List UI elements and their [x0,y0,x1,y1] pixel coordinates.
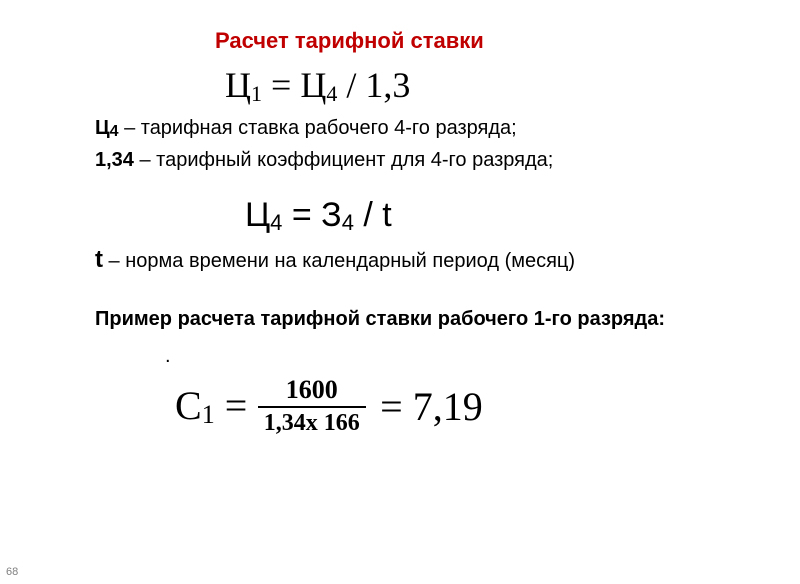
formula-1-lhs-sub: 1 [251,81,262,106]
definition-c4-text: – тарифная ставка рабочего 4-го разряда; [119,117,517,139]
page-number: 68 [6,566,18,578]
formula-1-tail: / 1,3 [337,65,410,105]
definition-134-text: – тарифный коэффициент для 4-го разряда; [134,149,553,171]
formula-2: Ц4 = З4 / t [245,196,740,236]
formula-2-sym: Ц [245,196,270,234]
formula-3-lhs: С1 = [175,382,247,430]
example-dot: . [165,345,740,368]
formula-1: Ц1 = Ц4 / 1,3 [225,64,740,107]
definition-134: 1,34 – тарифный коэффициент для 4-го раз… [95,147,740,174]
definition-134-lead: 1,34 [95,149,134,171]
formula-1-sym: Ц [225,65,251,105]
definition-t-lead: t [95,246,103,273]
example-heading: Пример расчета тарифной ставки рабочего … [95,308,740,331]
slide: Расчет тарифной ставки Ц1 = Ц4 / 1,3 Ц4 … [0,0,800,584]
formula-1-rhs-sub: 4 [326,81,337,106]
formula-3-numerator: 1600 [258,376,366,409]
formula-3-lhs-sub: 1 [202,400,215,429]
formula-3-rhs: = 7,19 [380,383,483,430]
definition-c4-sub: 4 [110,123,119,140]
definition-c4-lead: Ц [95,117,110,139]
formula-1-rsym: Ц [300,65,326,105]
formula-3: С1 = 1600 1,34х 166 = 7,19 [175,376,740,437]
formula-1-eq: = [262,65,300,105]
formula-2-tail: / t [354,196,392,234]
definition-c4: Ц4 – тарифная ставка рабочего 4-го разря… [95,115,740,143]
formula-3-lhs-sym: С [175,383,202,428]
formula-3-fraction: 1600 1,34х 166 [258,376,366,437]
definition-t-text: – норма времени на календарный период (м… [103,250,575,272]
slide-title: Расчет тарифной ставки [215,28,740,54]
formula-2-lhs-sub: 4 [270,210,282,235]
formula-2-mid-sub: 4 [342,210,354,235]
formula-3-lhs-eq: = [215,383,248,428]
formula-3-denominator: 1,34х 166 [258,408,366,436]
definition-t: t – норма времени на календарный период … [95,246,740,274]
formula-2-eq: = З [282,196,341,234]
